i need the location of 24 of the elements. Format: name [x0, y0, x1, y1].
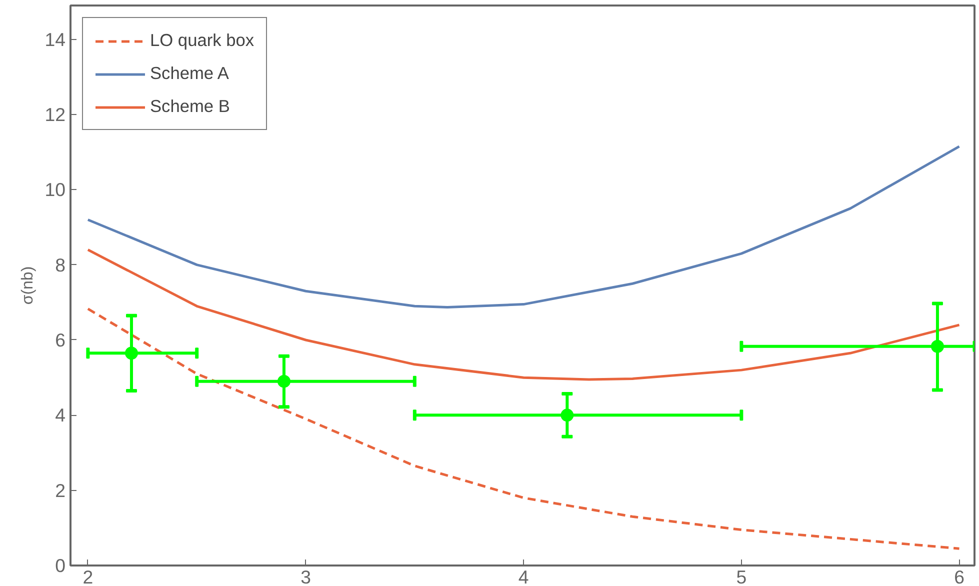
- x-tick-label: 3: [300, 566, 311, 586]
- point: [277, 374, 290, 388]
- point: [560, 408, 574, 422]
- x-tick-label: 5: [736, 566, 747, 586]
- legend-label: Scheme B: [150, 96, 230, 117]
- line-series: [86, 308, 960, 550]
- y-tick-label: 14: [44, 28, 66, 50]
- x-tick-label: 6: [954, 566, 964, 586]
- y-tick-label: 6: [55, 329, 66, 350]
- y-tick-label: 2: [55, 480, 66, 501]
- y-axis-title: σ(nb): [20, 266, 37, 305]
- y-tick-label: 8: [55, 254, 66, 276]
- legend-label: LO quark box: [150, 30, 254, 51]
- x-tick-label: 2: [82, 566, 94, 586]
- y-tick-label: 4: [55, 404, 66, 426]
- point: [124, 346, 138, 360]
- legend-label: Scheme A: [150, 63, 229, 84]
- line-series: [86, 248, 960, 381]
- y-tick-label: 0: [55, 555, 66, 576]
- x-tick-label: 4: [518, 566, 529, 586]
- y-tick-label: 12: [44, 104, 66, 125]
- line-series: [86, 145, 960, 309]
- point: [930, 340, 944, 353]
- y-tick-label: 10: [44, 179, 66, 200]
